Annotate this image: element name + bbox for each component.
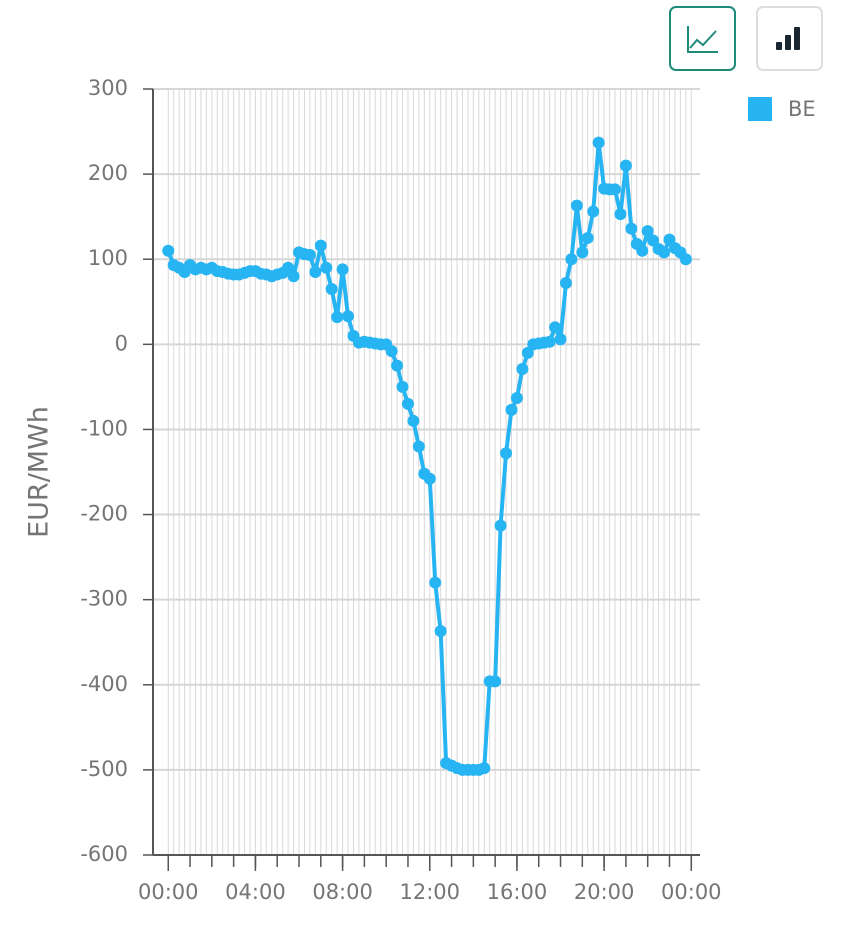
data-point: [647, 234, 660, 247]
data-point: [500, 447, 513, 460]
data-point: [342, 310, 355, 323]
data-point: [609, 183, 622, 196]
data-point: [510, 391, 523, 404]
data-point: [314, 239, 327, 252]
data-point: [570, 199, 583, 212]
data-point: [614, 208, 627, 221]
data-point: [320, 261, 333, 274]
data-point: [303, 248, 316, 261]
legend-label: BE: [788, 97, 816, 121]
data-point: [559, 277, 572, 290]
x-tick-label: 20:00: [574, 880, 635, 904]
data-point: [407, 414, 420, 427]
data-point: [592, 136, 605, 149]
data-point: [282, 261, 295, 274]
data-point: [619, 159, 632, 172]
data-point: [641, 225, 654, 238]
data-point: [385, 345, 398, 358]
data-point: [331, 311, 344, 324]
data-point: [549, 321, 562, 334]
button-frame: [669, 6, 736, 71]
data-point: [658, 246, 671, 259]
data-point: [636, 244, 649, 257]
data-point: [543, 335, 556, 348]
x-tick-label: 16:00: [487, 880, 548, 904]
y-tick-label: -100: [80, 416, 128, 440]
data-point: [489, 675, 502, 688]
line-view-button[interactable]: [669, 6, 736, 71]
data-point: [162, 244, 175, 257]
data-point: [516, 363, 529, 376]
data-point: [478, 762, 491, 775]
x-tick-label: 08:00: [312, 880, 373, 904]
data-point: [505, 403, 518, 416]
y-tick-label: -400: [80, 672, 128, 696]
legend-swatch: [748, 97, 772, 121]
line-icon-axes: [687, 26, 718, 53]
x-tick-label: 00:00: [138, 880, 199, 904]
y-tick-label: -200: [80, 502, 128, 526]
data-point: [429, 576, 442, 589]
y-axis-title: EUR/MWh: [24, 406, 55, 538]
x-tick-label: 12:00: [400, 880, 461, 904]
line-icon: [689, 30, 717, 49]
y-tick-label: -600: [80, 842, 128, 866]
y-tick-label: -500: [80, 757, 128, 781]
data-point: [554, 333, 567, 346]
y-tick-label: 200: [88, 161, 128, 185]
y-tick-label: 100: [88, 246, 128, 270]
bar-icon: [785, 35, 791, 50]
data-point: [625, 222, 638, 235]
series-line: [166, 140, 688, 772]
data-point: [412, 440, 425, 453]
bar-view-button[interactable]: [756, 6, 823, 71]
data-point: [679, 253, 692, 266]
data-point: [325, 283, 338, 296]
data-point: [401, 397, 414, 410]
y-tick-label: 300: [88, 76, 128, 100]
data-point: [581, 231, 594, 244]
data-point: [287, 270, 300, 283]
y-tick-label: -300: [80, 587, 128, 611]
data-point: [494, 519, 507, 532]
data-point: [565, 253, 578, 266]
data-point: [391, 359, 404, 372]
x-tick-label: 04:00: [225, 880, 286, 904]
data-point: [521, 346, 534, 359]
data-point: [309, 265, 322, 278]
y-tick-label: 0: [115, 331, 128, 355]
bar-icon: [794, 27, 800, 50]
data-point: [336, 263, 349, 276]
data-point: [587, 205, 600, 218]
bar-icon: [776, 42, 782, 50]
data-point: [423, 472, 436, 485]
data-point: [663, 233, 676, 246]
data-point: [576, 246, 589, 259]
data-point: [396, 380, 409, 393]
data-point: [434, 625, 447, 638]
x-tick-label: 00:00: [661, 880, 722, 904]
